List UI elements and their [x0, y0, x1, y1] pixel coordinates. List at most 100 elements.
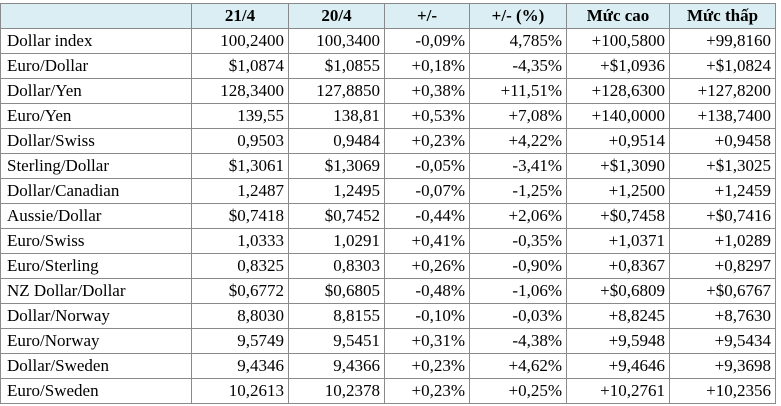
change-percent-cell: +2,06%	[469, 203, 567, 229]
rate-current-cell: 0,8325	[191, 253, 289, 279]
header-date-previous: 20/4	[288, 3, 385, 29]
rate-previous-cell: 10,2378	[288, 378, 385, 404]
change-cell: -0,07%	[384, 178, 470, 204]
rate-previous-cell: 127,8850	[288, 78, 385, 104]
change-cell: +0,23%	[384, 378, 470, 404]
high-cell: +9,5948	[566, 328, 670, 354]
low-cell: +9,3698	[669, 353, 776, 379]
low-cell: +127,8200	[669, 78, 776, 104]
change-cell: +0,23%	[384, 128, 470, 154]
pair-name-cell: Dollar/Yen	[0, 78, 192, 104]
low-cell: +99,8160	[669, 28, 776, 54]
low-cell: +1,0289	[669, 228, 776, 254]
change-cell: +0,18%	[384, 53, 470, 79]
exchange-rate-table: 21/4 20/4 +/- +/- (%) Mức cao Mức thấp D…	[0, 3, 776, 404]
low-cell: +8,7630	[669, 303, 776, 329]
table-row: Dollar index 100,2400 100,3400 -0,09% 4,785%…	[0, 28, 776, 54]
change-cell: +0,41%	[384, 228, 470, 254]
low-cell: +9,5434	[669, 328, 776, 354]
pair-name-cell: Dollar/Swiss	[0, 128, 192, 154]
change-percent-cell: -1,25%	[469, 178, 567, 204]
table-row: Euro/Sterling 0,8325 0,8303 +0,26% -0,90% +0,…	[0, 253, 776, 279]
high-cell: +100,5800	[566, 28, 670, 54]
pair-name-cell: Aussie/Dollar	[0, 203, 192, 229]
low-cell: +0,9458	[669, 128, 776, 154]
header-change: +/-	[384, 3, 470, 29]
rate-previous-cell: $0,7452	[288, 203, 385, 229]
change-cell: +0,23%	[384, 353, 470, 379]
table-row: Sterling/Dollar $1,3061 $1,3069 -0,05% -3,41…	[0, 153, 776, 179]
change-cell: +0,31%	[384, 328, 470, 354]
table-row: Dollar/Sweden 9,4346 9,4366 +0,23% +4,62% +9,…	[0, 353, 776, 379]
rate-previous-cell: 8,8155	[288, 303, 385, 329]
header-row: 21/4 20/4 +/- +/- (%) Mức cao Mức thấp	[0, 3, 776, 29]
rate-previous-cell: $0,6805	[288, 278, 385, 304]
rate-previous-cell: 1,0291	[288, 228, 385, 254]
rate-current-cell: 128,3400	[191, 78, 289, 104]
change-percent-cell: +7,08%	[469, 103, 567, 129]
high-cell: +1,0371	[566, 228, 670, 254]
change-percent-cell: -4,38%	[469, 328, 567, 354]
change-percent-cell: -1,06%	[469, 278, 567, 304]
low-cell: +1,2459	[669, 178, 776, 204]
change-cell: -0,44%	[384, 203, 470, 229]
pair-name-cell: NZ Dollar/Dollar	[0, 278, 192, 304]
low-cell: +10,2356	[669, 378, 776, 404]
low-cell: +$0,6767	[669, 278, 776, 304]
change-cell: -0,10%	[384, 303, 470, 329]
high-cell: +$0,7458	[566, 203, 670, 229]
rate-current-cell: 139,55	[191, 103, 289, 129]
high-cell: +8,8245	[566, 303, 670, 329]
low-cell: +$0,7416	[669, 203, 776, 229]
change-percent-cell: +4,22%	[469, 128, 567, 154]
table-row: Euro/Norway 9,5749 9,5451 +0,31% -4,38% +9,59…	[0, 328, 776, 354]
change-cell: +0,26%	[384, 253, 470, 279]
pair-name-cell: Dollar/Canadian	[0, 178, 192, 204]
high-cell: +1,2500	[566, 178, 670, 204]
rate-previous-cell: $1,0855	[288, 53, 385, 79]
table-row: Dollar/Canadian 1,2487 1,2495 -0,07% -1,25% +…	[0, 178, 776, 204]
table-row: Aussie/Dollar $0,7418 $0,7452 -0,44% +2,06% +…	[0, 203, 776, 229]
pair-name-cell: Sterling/Dollar	[0, 153, 192, 179]
rate-current-cell: 1,0333	[191, 228, 289, 254]
rate-current-cell: 10,2613	[191, 378, 289, 404]
table-row: Euro/Sweden 10,2613 10,2378 +0,23% +0,25% +10…	[0, 378, 776, 404]
high-cell: +10,2761	[566, 378, 670, 404]
change-cell: -0,05%	[384, 153, 470, 179]
pair-name-cell: Dollar/Norway	[0, 303, 192, 329]
change-percent-cell: 4,785%	[469, 28, 567, 54]
table-row: Dollar/Norway 8,8030 8,8155 -0,10% -0,03% +8,…	[0, 303, 776, 329]
pair-name-cell: Euro/Yen	[0, 103, 192, 129]
change-percent-cell: -0,35%	[469, 228, 567, 254]
rate-current-cell: 8,8030	[191, 303, 289, 329]
pair-name-cell: Euro/Norway	[0, 328, 192, 354]
table-row: Euro/Yen 139,55 138,81 +0,53% +7,08% +140,000…	[0, 103, 776, 129]
pair-name-cell: Euro/Swiss	[0, 228, 192, 254]
rate-previous-cell: 9,4366	[288, 353, 385, 379]
rate-current-cell: 100,2400	[191, 28, 289, 54]
high-cell: +9,4646	[566, 353, 670, 379]
high-cell: +128,6300	[566, 78, 670, 104]
header-pair	[0, 3, 192, 29]
header-high: Mức cao	[566, 3, 670, 29]
table-row: Dollar/Yen 128,3400 127,8850 +0,38% +11,51% +…	[0, 78, 776, 104]
change-percent-cell: +4,62%	[469, 353, 567, 379]
rate-previous-cell: 100,3400	[288, 28, 385, 54]
change-cell: -0,48%	[384, 278, 470, 304]
rate-previous-cell: 0,9484	[288, 128, 385, 154]
rate-current-cell: $1,0874	[191, 53, 289, 79]
low-cell: +$1,0824	[669, 53, 776, 79]
pair-name-cell: Euro/Sterling	[0, 253, 192, 279]
rate-previous-cell: $1,3069	[288, 153, 385, 179]
change-percent-cell: +0,25%	[469, 378, 567, 404]
pair-name-cell: Dollar index	[0, 28, 192, 54]
high-cell: +$1,3090	[566, 153, 670, 179]
high-cell: +$1,0936	[566, 53, 670, 79]
rate-current-cell: $0,7418	[191, 203, 289, 229]
change-cell: -0,09%	[384, 28, 470, 54]
rate-current-cell: 0,9503	[191, 128, 289, 154]
header-change-percent: +/- (%)	[469, 3, 567, 29]
rate-current-cell: $0,6772	[191, 278, 289, 304]
high-cell: +0,8367	[566, 253, 670, 279]
header-low: Mức thấp	[669, 3, 776, 29]
